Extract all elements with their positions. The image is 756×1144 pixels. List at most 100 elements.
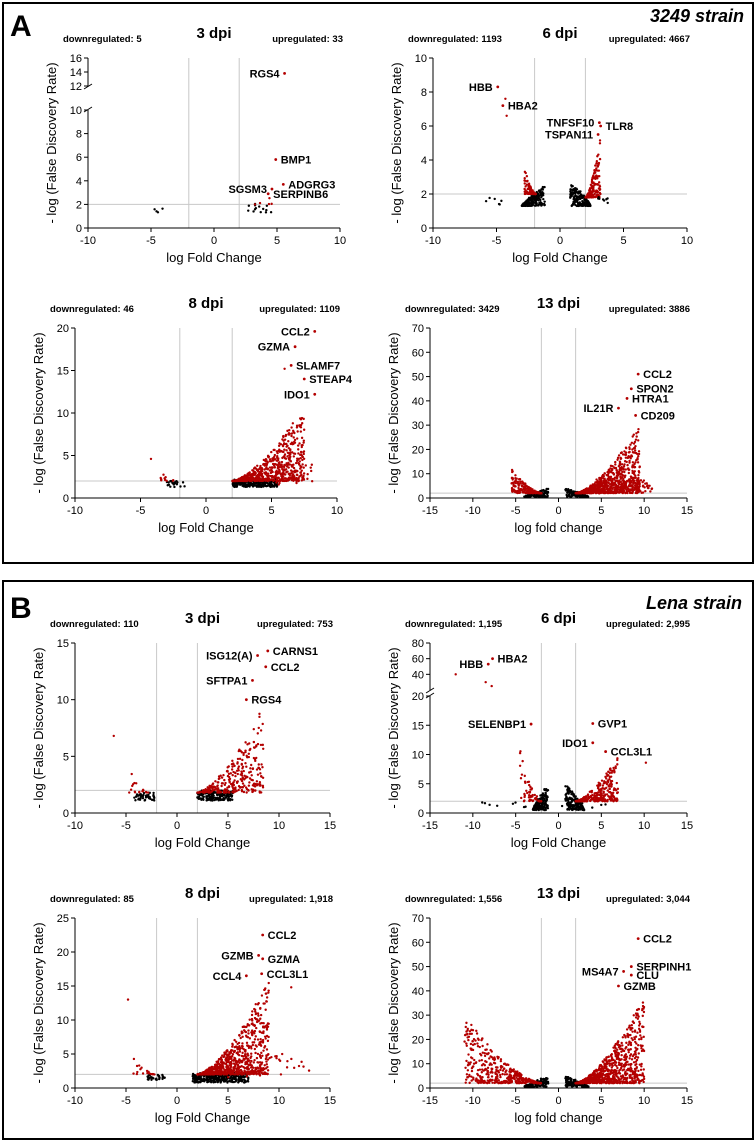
downregulated-count: downregulated: 110 <box>50 619 139 630</box>
gene-point <box>501 104 505 107</box>
data-point <box>641 485 645 488</box>
data-point <box>594 489 597 492</box>
data-point <box>255 474 258 478</box>
data-point <box>256 732 259 735</box>
data-point <box>235 780 239 784</box>
upregulated-count: upregulated: 1109 <box>259 304 340 315</box>
data-point <box>599 483 602 486</box>
gene-label: IDO1 <box>284 389 310 401</box>
data-point <box>278 442 281 445</box>
data-point <box>589 194 592 197</box>
data-point <box>302 466 305 469</box>
data-point <box>488 803 491 807</box>
x-tick-label: -10 <box>465 820 481 832</box>
y-tick-label: 0 <box>63 493 69 505</box>
data-point <box>572 196 576 199</box>
data-point <box>566 807 569 811</box>
gene-label: RGS4 <box>250 68 281 80</box>
data-point <box>310 463 314 466</box>
data-point <box>608 787 611 791</box>
gene-label: HBB <box>459 659 483 671</box>
data-point <box>569 797 572 801</box>
data-point <box>609 781 613 785</box>
data-point <box>620 466 623 470</box>
data-point <box>587 203 590 206</box>
data-point <box>649 490 652 493</box>
data-point <box>639 479 643 482</box>
data-point <box>234 1077 237 1081</box>
data-point <box>236 757 240 761</box>
data-point <box>628 478 631 481</box>
data-point <box>230 768 234 771</box>
data-point <box>205 796 208 799</box>
data-point <box>257 472 261 475</box>
data-point <box>633 470 637 473</box>
y-tick-label: 20 <box>412 444 424 456</box>
data-point <box>300 416 304 420</box>
data-point <box>597 489 601 493</box>
data-point <box>249 479 252 483</box>
data-point <box>567 801 571 804</box>
data-point <box>242 483 245 486</box>
y-tick-label: 10 <box>70 105 82 117</box>
data-point <box>269 211 273 214</box>
y-axis-label: - log (False Discovery Rate) <box>44 62 59 223</box>
data-point <box>211 789 215 792</box>
chart-title: 8 dpi <box>188 295 223 312</box>
data-point <box>278 463 282 466</box>
data-point <box>302 450 305 454</box>
data-point <box>606 201 609 205</box>
data-point <box>583 198 586 202</box>
data-point <box>568 490 572 493</box>
x-tick-label: 5 <box>598 820 604 832</box>
data-point <box>306 477 309 481</box>
data-point <box>592 181 595 185</box>
data-point <box>481 801 484 804</box>
data-point <box>227 765 230 768</box>
gene-label: IDO1 <box>562 738 588 750</box>
data-point <box>202 795 205 799</box>
data-point <box>610 468 614 472</box>
data-point <box>252 471 255 474</box>
data-point <box>606 780 610 784</box>
data-point <box>295 426 299 429</box>
data-point <box>304 464 308 467</box>
data-point <box>569 196 572 199</box>
data-point <box>511 478 514 481</box>
y-tick-label: 80 <box>412 638 424 650</box>
data-point <box>543 794 546 797</box>
data-point <box>575 190 578 194</box>
data-point <box>207 786 210 790</box>
data-point <box>529 187 533 190</box>
data-point <box>621 470 624 474</box>
gene-label: CD209 <box>641 410 675 422</box>
data-point <box>237 749 241 753</box>
data-point <box>148 1072 151 1075</box>
data-point <box>615 474 619 478</box>
data-point <box>525 180 529 183</box>
data-point <box>581 201 584 205</box>
data-point <box>135 793 139 796</box>
data-point <box>587 491 590 495</box>
data-point <box>271 475 274 478</box>
data-point <box>528 202 531 205</box>
downregulated-count: downregulated: 3429 <box>405 304 500 315</box>
data-point <box>579 195 582 198</box>
gene-label: CARNS1 <box>273 646 318 658</box>
data-point <box>258 712 261 716</box>
data-point <box>283 448 286 451</box>
data-point <box>621 453 625 456</box>
data-point <box>644 761 648 764</box>
data-point <box>624 481 628 485</box>
data-point <box>575 204 579 208</box>
data-point <box>590 190 593 193</box>
data-point <box>525 789 528 792</box>
data-point <box>216 1080 219 1084</box>
data-point <box>281 465 284 468</box>
data-point <box>300 479 304 482</box>
data-point <box>284 434 287 438</box>
y-tick-label: 15 <box>57 638 69 650</box>
data-point <box>511 802 515 806</box>
x-tick-label: 10 <box>638 505 650 517</box>
